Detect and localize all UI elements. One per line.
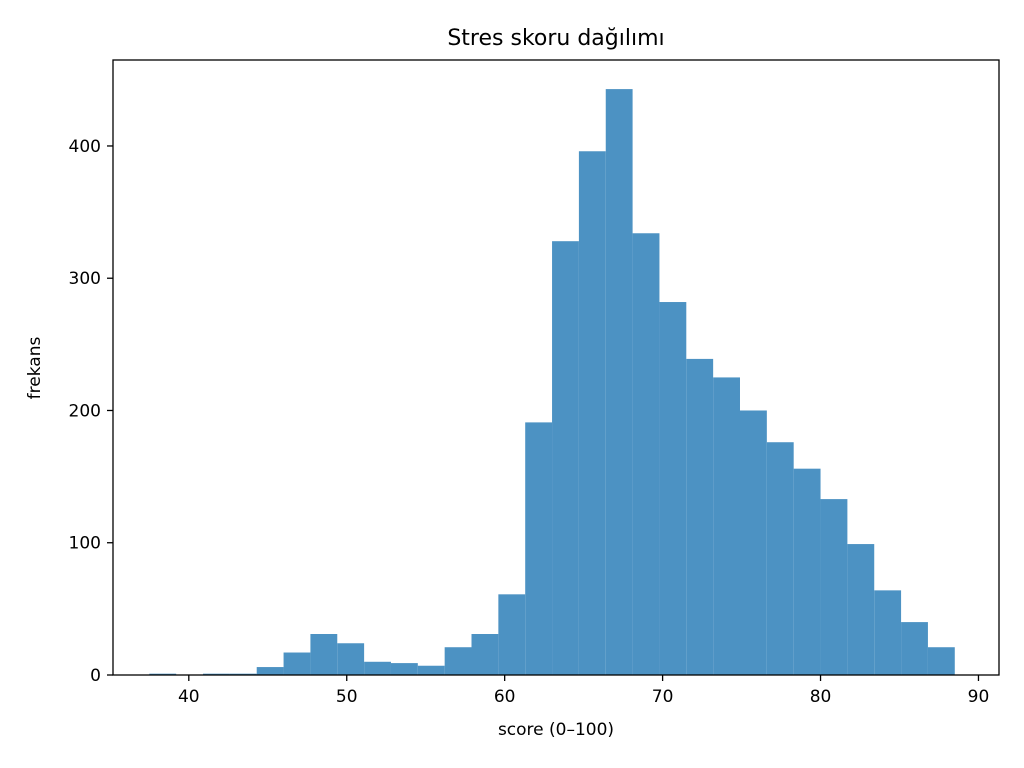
x-tick-label: 40 (178, 687, 200, 707)
x-tick-label: 90 (968, 687, 990, 707)
y-tick-label: 300 (69, 269, 101, 289)
histogram-bar-5 (283, 652, 311, 675)
x-tick-label: 70 (652, 687, 674, 707)
histogram-bar-19 (659, 302, 687, 675)
plot-frame (112, 59, 1000, 676)
histogram-bar-12 (471, 634, 499, 675)
x-tick-label: 50 (336, 687, 358, 707)
histogram-bar-10 (417, 665, 445, 675)
y-tick-label: 400 (69, 137, 101, 157)
x-tick-label: 80 (810, 687, 832, 707)
histogram-bar-7 (337, 643, 365, 675)
histogram-bar-11 (444, 647, 472, 675)
histogram-bar-28 (901, 622, 928, 675)
histogram-bar-8 (364, 661, 391, 675)
histogram-bar-17 (605, 89, 633, 675)
chart-title: Stres skoru dağılımı (447, 26, 664, 51)
x-axis-ticks: 40 50 60 70 80 90 (178, 675, 989, 707)
histogram-bars (149, 89, 955, 676)
y-tick-label: 100 (69, 534, 101, 554)
histogram-bar-26 (847, 544, 875, 675)
y-axis-ticks: 0 100 200 300 400 (69, 137, 113, 686)
histogram-bar-21 (713, 377, 740, 675)
histogram-bar-9 (390, 663, 418, 675)
histogram-bar-15 (552, 241, 579, 675)
histogram-bar-22 (739, 410, 767, 675)
histogram-bar-16 (578, 151, 606, 676)
histogram-bar-6 (310, 634, 338, 675)
histogram-bar-23 (766, 442, 794, 675)
histogram-bar-0 (149, 673, 177, 675)
histogram-bar-20 (686, 358, 714, 675)
histogram-bar-14 (525, 422, 553, 675)
y-axis-label: frekans (25, 337, 45, 400)
histogram-bar-25 (820, 499, 848, 675)
histogram-bar-13 (498, 594, 526, 675)
x-tick-label: 60 (494, 687, 516, 707)
histogram-bar-2 (203, 673, 230, 675)
histogram-bar-29 (927, 647, 955, 675)
histogram-bar-27 (874, 590, 902, 675)
histogram-bar-24 (793, 468, 821, 675)
histogram-bar-3 (229, 673, 257, 675)
histogram-bar-4 (256, 667, 284, 675)
x-axis-label: score (0–100) (498, 720, 614, 740)
y-tick-label: 0 (90, 666, 101, 686)
histogram-bar-18 (632, 233, 660, 676)
y-tick-label: 200 (69, 401, 101, 421)
